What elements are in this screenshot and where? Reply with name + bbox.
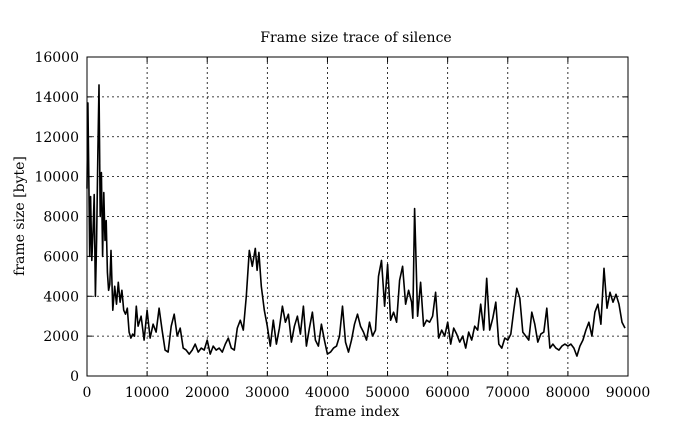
x-tick-labels: 0 10000 20000 30000 40000 50000 60000 70000 8000…: [83, 385, 651, 401]
plot-frame: [86, 56, 629, 377]
y-tick-label: 4000: [43, 289, 79, 305]
series-line: [86, 84, 626, 357]
y-tick-label: 8000: [43, 210, 79, 226]
x-tick-label: 10000: [125, 385, 170, 401]
x-tick-label: 0: [83, 385, 92, 401]
x-tick-label: 90000: [606, 385, 651, 401]
x-tick-label: 50000: [365, 385, 410, 401]
x-tick-label: 30000: [245, 385, 290, 401]
x-tick-label: 70000: [486, 385, 531, 401]
y-tick-label: 16000: [34, 50, 79, 66]
grid-lines: [87, 57, 628, 376]
y-axis-title: frame size [byte]: [12, 156, 28, 276]
x-axis-title: frame index: [315, 404, 400, 420]
y-tick-label: 0: [70, 369, 79, 385]
y-tick-label: 14000: [34, 90, 79, 106]
x-tick-label: 60000: [425, 385, 470, 401]
y-tick-label: 6000: [43, 249, 79, 265]
y-tick-labels: 0 2000 4000 6000 8000 10000 12000 14000 16000: [34, 50, 79, 385]
x-tick-label: 20000: [185, 385, 230, 401]
y-tick-label: 12000: [34, 130, 79, 146]
x-tick-label: 80000: [546, 385, 591, 401]
y-tick-label: 10000: [34, 170, 79, 186]
x-tick-label: 40000: [305, 385, 350, 401]
y-tick-label: 2000: [43, 329, 79, 345]
chart-title: Frame size trace of silence: [260, 30, 451, 46]
